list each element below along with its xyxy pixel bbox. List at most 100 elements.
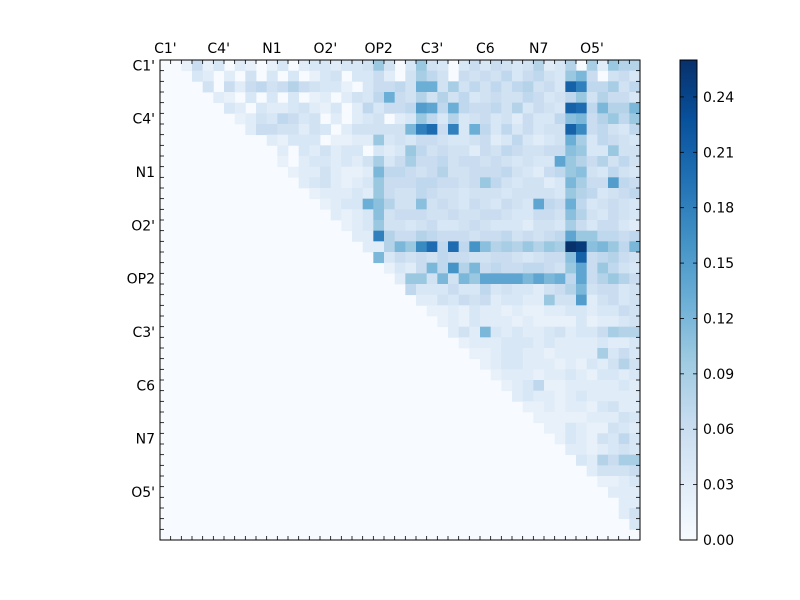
heatmap-cell bbox=[501, 134, 513, 146]
heatmap-cell bbox=[576, 198, 588, 210]
heatmap-cell bbox=[426, 262, 438, 274]
heatmap-cell bbox=[522, 358, 534, 370]
heatmap-cell bbox=[458, 145, 470, 157]
heatmap-cell bbox=[384, 198, 396, 210]
heatmap-cell bbox=[608, 209, 620, 221]
heatmap-cell bbox=[426, 230, 438, 242]
heatmap-plot-area: C1' C4' N1 O2' OP2 C3' C6 N7 O5' C1'C4'N1O2'OP2C… bbox=[127, 41, 641, 541]
heatmap-cell bbox=[544, 81, 556, 93]
heatmap-cell bbox=[533, 156, 545, 168]
heatmap-cell bbox=[448, 284, 460, 296]
heatmap-cell bbox=[458, 92, 470, 104]
heatmap-cell bbox=[458, 156, 470, 168]
heatmap-cell bbox=[469, 348, 481, 360]
heatmap-cell bbox=[544, 252, 556, 264]
heatmap-cell bbox=[565, 92, 577, 104]
heatmap-cell bbox=[394, 230, 406, 242]
heatmap-cell bbox=[597, 369, 609, 381]
heatmap-cell bbox=[512, 390, 524, 402]
heatmap-cell bbox=[490, 60, 502, 72]
heatmap-cell bbox=[384, 241, 396, 253]
colorbar-tick-label: 0.00 bbox=[703, 533, 734, 549]
heatmap-cell bbox=[618, 70, 630, 82]
heatmap-cell bbox=[522, 316, 534, 328]
heatmap-cell bbox=[437, 102, 449, 114]
heatmap-cell bbox=[469, 230, 481, 242]
heatmap-cell bbox=[309, 177, 321, 189]
heatmap-cell bbox=[544, 220, 556, 232]
heatmap-cell bbox=[245, 124, 257, 136]
heatmap-cell bbox=[565, 316, 577, 328]
heatmap-cell bbox=[618, 241, 630, 253]
heatmap-cell bbox=[522, 252, 534, 264]
heatmap-cell bbox=[618, 508, 630, 520]
heatmap-cell bbox=[618, 92, 630, 104]
heatmap-cell bbox=[480, 358, 492, 370]
heatmap-cell bbox=[394, 198, 406, 210]
heatmap-cell bbox=[373, 70, 385, 82]
heatmap-cell bbox=[565, 433, 577, 445]
heatmap-cell bbox=[458, 70, 470, 82]
heatmap-cell bbox=[469, 92, 481, 104]
heatmap-cell bbox=[522, 273, 534, 285]
heatmap-cell bbox=[501, 358, 513, 370]
heatmap-cell bbox=[341, 220, 353, 232]
heatmap-cell bbox=[352, 209, 364, 221]
heatmap-cell bbox=[597, 60, 609, 72]
heatmap-cell bbox=[266, 60, 278, 72]
heatmap-cell bbox=[522, 348, 534, 360]
heatmap-cell bbox=[501, 113, 513, 125]
heatmap-cell bbox=[266, 134, 278, 146]
heatmap-cell bbox=[576, 220, 588, 232]
heatmap-cell bbox=[394, 156, 406, 168]
heatmap-cell bbox=[597, 412, 609, 424]
heatmap-cell bbox=[490, 337, 502, 349]
heatmap-cell bbox=[629, 284, 641, 296]
heatmap-cell bbox=[576, 209, 588, 221]
heatmap-cell bbox=[458, 273, 470, 285]
heatmap-cell bbox=[384, 252, 396, 264]
heatmap-cell bbox=[512, 305, 524, 317]
heatmap-cell bbox=[512, 177, 524, 189]
heatmap-cell bbox=[394, 145, 406, 157]
heatmap-cell bbox=[384, 134, 396, 146]
heatmap-cell bbox=[522, 113, 534, 125]
heatmap-cell bbox=[480, 92, 492, 104]
heatmap-cell bbox=[544, 401, 556, 413]
heatmap-cell bbox=[512, 188, 524, 200]
heatmap-cell bbox=[544, 358, 556, 370]
heatmap-cell bbox=[554, 412, 566, 424]
heatmap-cell bbox=[522, 220, 534, 232]
heatmap-cell bbox=[512, 60, 524, 72]
heatmap-cell bbox=[629, 220, 641, 232]
heatmap-cell bbox=[437, 145, 449, 157]
heatmap-cell bbox=[384, 230, 396, 242]
heatmap-cell bbox=[512, 380, 524, 392]
heatmap-cell bbox=[298, 156, 310, 168]
heatmap-cell bbox=[405, 70, 417, 82]
heatmap-cell bbox=[224, 102, 236, 114]
heatmap-cell bbox=[394, 252, 406, 264]
heatmap-cell bbox=[416, 262, 428, 274]
heatmap-cell bbox=[469, 284, 481, 296]
heatmap-cell bbox=[597, 326, 609, 338]
heatmap-cell bbox=[352, 188, 364, 200]
heatmap-cell bbox=[576, 358, 588, 370]
heatmap-cell bbox=[458, 198, 470, 210]
heatmap-cell bbox=[576, 102, 588, 114]
heatmap-cell bbox=[608, 433, 620, 445]
heatmap-cell bbox=[533, 220, 545, 232]
heatmap-cell bbox=[544, 113, 556, 125]
heatmap-cell bbox=[597, 284, 609, 296]
heatmap-cell bbox=[533, 198, 545, 210]
heatmap-cell bbox=[458, 134, 470, 146]
heatmap-cell bbox=[288, 124, 300, 136]
heatmap-cell bbox=[352, 145, 364, 157]
heatmap-cell bbox=[608, 262, 620, 274]
heatmap-cell bbox=[629, 433, 641, 445]
heatmap-cell bbox=[373, 92, 385, 104]
heatmap-cell bbox=[458, 166, 470, 178]
heatmap-cell bbox=[512, 220, 524, 232]
heatmap-cell bbox=[405, 273, 417, 285]
heatmap-cell bbox=[362, 124, 374, 136]
